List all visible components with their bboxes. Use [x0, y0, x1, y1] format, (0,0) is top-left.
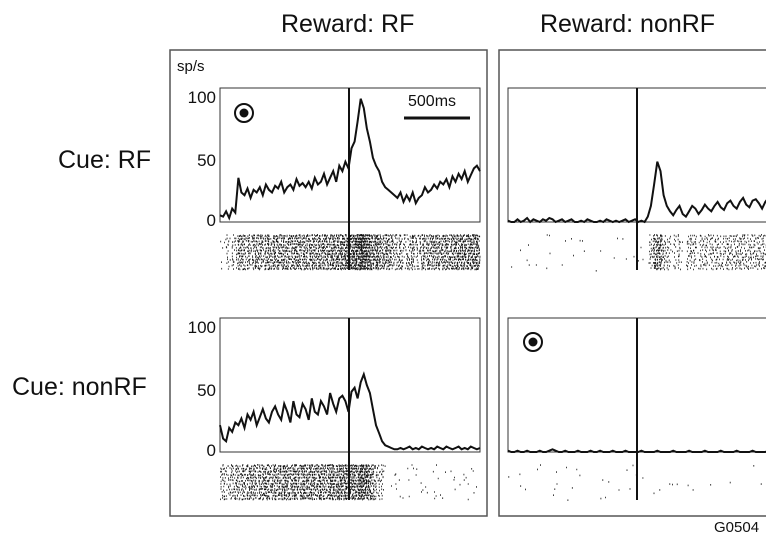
psth-trace-nonrf-rf [219, 371, 481, 451]
column-title-reward-rf: Reward: RF [281, 10, 415, 38]
row-label-cue-rf: Cue: RF [58, 146, 152, 174]
y-axis-unit: sp/s [177, 58, 205, 75]
scale-bar-label: 500ms [408, 93, 457, 110]
spike-raster-nonrf-rf [220, 464, 477, 501]
y-tick-label-top-50: 50 [197, 151, 216, 170]
y-tick-label-bottom-0: 0 [206, 441, 216, 460]
group-frame-reward-rf [169, 49, 488, 517]
column-title-reward-nonrf: Reward: nonRF [540, 10, 716, 38]
raster-ticks-rf-rf [220, 234, 481, 271]
raster-ticks-rf-nonrf [511, 234, 766, 272]
y-tick-label-top-0: 0 [206, 211, 216, 230]
y-tick-label-top-100: 100 [187, 88, 216, 107]
y-tick-label-bottom-50: 50 [197, 381, 216, 400]
spike-raster-rf-rf [220, 234, 481, 271]
figure-id: G0504 [714, 519, 760, 536]
spike-raster-rf-nonrf [511, 234, 766, 272]
cue-target-icon-nonrf-nonrf [523, 332, 543, 352]
spike-raster-nonrf-nonrf [508, 464, 762, 501]
row-label-cue-nonrf: Cue: nonRF [12, 373, 147, 401]
group-frame-reward-nonrf [498, 49, 766, 517]
raster-ticks-nonrf-rf [220, 464, 477, 501]
raster-ticks-nonrf-nonrf [508, 464, 762, 501]
psth-trace-nonrf-nonrf [507, 448, 766, 453]
psth-trace-rf-rf [219, 98, 481, 221]
y-tick-label-bottom-100: 100 [187, 318, 216, 337]
cue-target-icon-rf-rf [234, 103, 254, 123]
psth-trace-rf-nonrf [507, 161, 766, 224]
